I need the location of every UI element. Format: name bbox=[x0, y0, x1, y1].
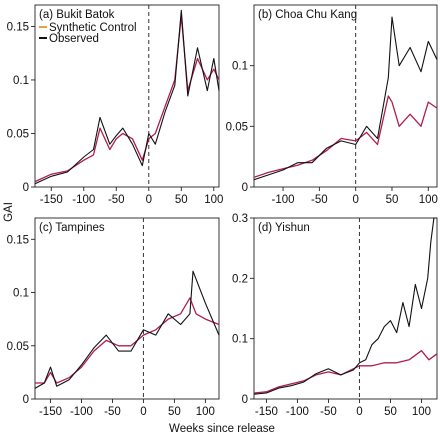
observed-series-line bbox=[34, 270, 220, 389]
legend-label: Observed bbox=[49, 33, 99, 45]
panel-frame bbox=[34, 217, 220, 400]
x-tick-label: -150 bbox=[255, 406, 278, 418]
y-tick-label: 0.3 bbox=[232, 213, 248, 225]
x-tick-label: -50 bbox=[320, 406, 337, 418]
panels: -150 -100 -50 0 50 100 0 0.05 0.1 0.15 (a) Bukit B… bbox=[7, 4, 438, 418]
x-tick-label: -150 bbox=[39, 406, 62, 418]
x-tick-label: -50 bbox=[108, 194, 125, 206]
panel-1: -150 -100 -50 0 50 100 0 0.05 0.1 0.15 (a) Bukit B… bbox=[7, 4, 223, 206]
x-tick-label: 100 bbox=[419, 194, 438, 206]
x-tick-label: -50 bbox=[311, 194, 328, 206]
observed-series-line bbox=[34, 9, 220, 185]
y-tick-label: 0.15 bbox=[7, 234, 29, 246]
observed-series-line bbox=[253, 16, 438, 181]
x-tick-label: -100 bbox=[272, 194, 295, 206]
panel-title: (c) Tampines bbox=[39, 222, 105, 234]
x-tick-label: -100 bbox=[72, 194, 95, 206]
panel-title: (b) Choa Chu Kang bbox=[258, 9, 357, 21]
y-tick-label: 0.1 bbox=[232, 334, 248, 346]
y-tick-label: 0 bbox=[23, 182, 29, 194]
x-tick-label: 100 bbox=[196, 406, 215, 418]
y-tick-label: 0 bbox=[23, 394, 29, 406]
legend-label: Synthetic Control bbox=[49, 22, 137, 34]
y-tick-label: 0.15 bbox=[7, 21, 29, 33]
x-tick-label: 50 bbox=[175, 194, 188, 206]
x-tick-label: -150 bbox=[40, 194, 63, 206]
x-tick-label: 0 bbox=[356, 406, 362, 418]
x-tick-label: 0 bbox=[352, 194, 358, 206]
panel-frame bbox=[34, 4, 220, 188]
x-tick-label: 50 bbox=[168, 406, 181, 418]
y-tick-label: 0.1 bbox=[13, 75, 29, 87]
panel-title: (a) Bukit Batok bbox=[39, 9, 115, 21]
y-tick-label: 0 bbox=[242, 182, 248, 194]
y-tick-label: 0.05 bbox=[7, 128, 29, 140]
x-tick-label: 50 bbox=[386, 194, 399, 206]
x-tick-label: -100 bbox=[286, 406, 309, 418]
y-tick-label: 0 bbox=[242, 394, 248, 406]
y-tick-label: 0.1 bbox=[13, 288, 29, 300]
synthetic-control-series-line bbox=[253, 350, 438, 394]
y-axis-label: GAI bbox=[3, 202, 15, 222]
x-tick-label: 100 bbox=[412, 406, 431, 418]
x-tick-label: 50 bbox=[384, 406, 397, 418]
synthetic-control-series-line bbox=[35, 297, 220, 384]
panel-4: -150 -100 -50 0 50 100 0 0.1 0.2 0.3 (d) Yishun bbox=[232, 213, 438, 418]
y-tick-label: 0.05 bbox=[7, 341, 29, 353]
panel-frame bbox=[253, 4, 438, 188]
synthetic-control-series-line bbox=[253, 95, 438, 178]
observed-series-line bbox=[253, 217, 437, 395]
synthetic-control-series-line bbox=[34, 15, 220, 183]
x-tick-label: -50 bbox=[104, 406, 121, 418]
y-tick-label: 0.2 bbox=[232, 273, 248, 285]
panel-3: -150 -100 -50 0 50 100 0 0.05 0.1 0.15 (c) Tampine… bbox=[7, 217, 220, 418]
y-tick-label: 0.1 bbox=[232, 61, 248, 73]
y-tick-label: 0.05 bbox=[226, 121, 248, 133]
panel-title: (d) Yishun bbox=[258, 222, 310, 234]
panel-frame bbox=[253, 217, 438, 400]
panel-2: -100 -50 0 50 100 0 0.05 0.1 (b) Choa Chu Kang bbox=[226, 4, 438, 206]
x-tick-label: 100 bbox=[204, 194, 223, 206]
x-axis-label: Weeks since release bbox=[169, 423, 275, 435]
x-tick-label: 0 bbox=[140, 406, 146, 418]
x-tick-label: 0 bbox=[146, 194, 152, 206]
x-tick-label: -100 bbox=[70, 406, 93, 418]
